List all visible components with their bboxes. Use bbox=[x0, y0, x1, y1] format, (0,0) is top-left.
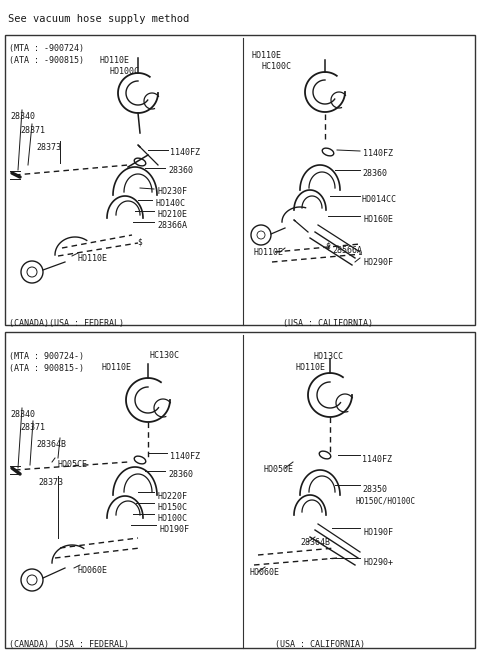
Text: HC100C: HC100C bbox=[261, 62, 291, 71]
Text: (USA : CALIFORNIA): (USA : CALIFORNIA) bbox=[275, 640, 365, 649]
Text: 28360: 28360 bbox=[168, 166, 193, 175]
Text: HO050E: HO050E bbox=[263, 465, 293, 474]
Text: HO220F: HO220F bbox=[157, 492, 187, 501]
Text: (CANADA) (JSA : FEDERAL): (CANADA) (JSA : FEDERAL) bbox=[9, 640, 129, 649]
Text: 28364B: 28364B bbox=[300, 538, 330, 547]
Text: 28566A: 28566A bbox=[332, 246, 362, 255]
Text: HO150C: HO150C bbox=[157, 503, 187, 512]
Text: 28366A: 28366A bbox=[157, 221, 187, 230]
Text: 28373: 28373 bbox=[38, 478, 63, 487]
Text: HO100C: HO100C bbox=[157, 514, 187, 523]
Text: HO290F: HO290F bbox=[363, 258, 393, 267]
Text: HO190F: HO190F bbox=[363, 528, 393, 537]
Text: 28340: 28340 bbox=[10, 112, 35, 121]
Bar bbox=[5, 332, 475, 648]
Text: 28364B: 28364B bbox=[36, 440, 66, 449]
Text: HO014CC: HO014CC bbox=[362, 195, 397, 204]
Text: (ATA : 900815-): (ATA : 900815-) bbox=[9, 364, 84, 373]
Text: HO110E: HO110E bbox=[101, 363, 131, 372]
Text: HO110E: HO110E bbox=[253, 248, 283, 257]
Text: (CANADA)(USA : FEDERAL): (CANADA)(USA : FEDERAL) bbox=[9, 319, 124, 328]
Text: HO100C: HO100C bbox=[109, 67, 139, 76]
Text: HO230F: HO230F bbox=[157, 187, 187, 196]
Text: (ATA : -900815): (ATA : -900815) bbox=[9, 56, 84, 65]
Text: (MTA : 900724-): (MTA : 900724-) bbox=[9, 352, 84, 361]
Text: $: $ bbox=[325, 242, 330, 251]
Text: (USA : CALIFORNIA): (USA : CALIFORNIA) bbox=[283, 319, 373, 328]
Text: 1140FZ: 1140FZ bbox=[363, 149, 393, 158]
Text: HO110E: HO110E bbox=[295, 363, 325, 372]
Text: HO110E: HO110E bbox=[252, 51, 282, 60]
Text: HO290+: HO290+ bbox=[363, 558, 393, 567]
Text: See vacuum hose supply method: See vacuum hose supply method bbox=[8, 14, 189, 24]
Text: 1140FZ: 1140FZ bbox=[362, 455, 392, 464]
Text: HO060E: HO060E bbox=[78, 566, 108, 575]
Text: HO110E: HO110E bbox=[78, 254, 108, 263]
Text: HO13CC: HO13CC bbox=[313, 352, 343, 361]
Text: HO060E: HO060E bbox=[250, 568, 280, 577]
Text: HO140C: HO140C bbox=[155, 199, 185, 208]
Text: HC130C: HC130C bbox=[149, 351, 179, 360]
Text: HO210E: HO210E bbox=[157, 210, 187, 219]
Text: 28371: 28371 bbox=[20, 423, 45, 432]
Text: HO05CE: HO05CE bbox=[57, 460, 87, 469]
Text: 28350: 28350 bbox=[362, 485, 387, 494]
Text: 1140FZ: 1140FZ bbox=[170, 148, 200, 157]
Text: 28340: 28340 bbox=[10, 410, 35, 419]
Text: 28371: 28371 bbox=[20, 126, 45, 135]
Text: (MTA : -900724): (MTA : -900724) bbox=[9, 44, 84, 53]
Text: HO110E: HO110E bbox=[100, 56, 130, 65]
Text: HO150C/HO100C: HO150C/HO100C bbox=[356, 497, 416, 506]
Text: 28360: 28360 bbox=[362, 169, 387, 178]
Text: 28360: 28360 bbox=[168, 470, 193, 479]
Bar bbox=[5, 35, 475, 325]
Text: 1140FZ: 1140FZ bbox=[170, 452, 200, 461]
Text: $: $ bbox=[137, 237, 142, 246]
Text: HO160E: HO160E bbox=[363, 215, 393, 224]
Text: 28373: 28373 bbox=[36, 143, 61, 152]
Text: HO190F: HO190F bbox=[159, 525, 189, 534]
